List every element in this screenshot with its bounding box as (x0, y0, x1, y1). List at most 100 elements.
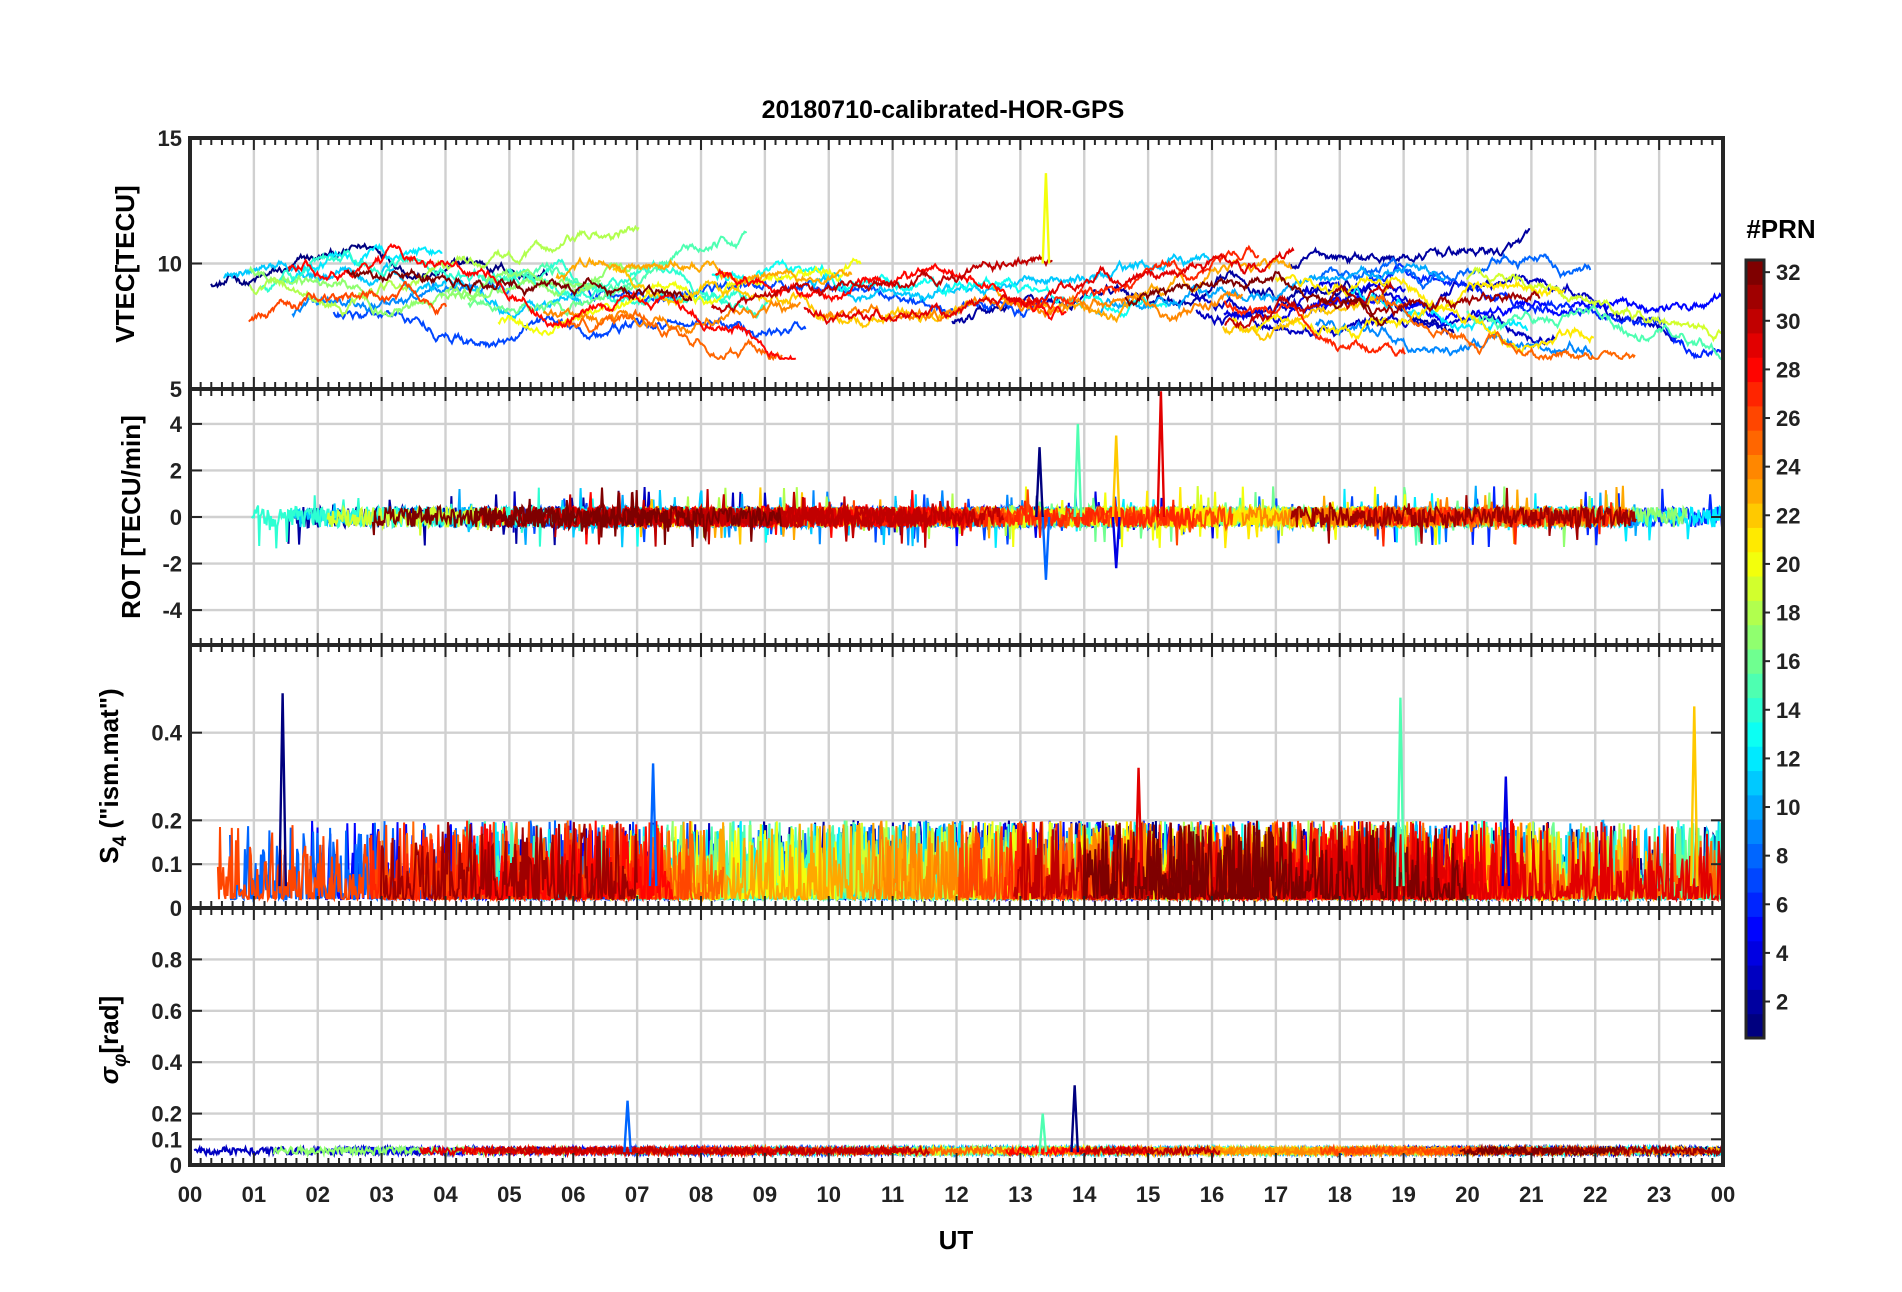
series-line-prn (248, 280, 448, 323)
sigma-phi-panel: 00.10.2 0.4 0.6 0.8 σφ[rad] (94, 906, 1725, 1178)
colorbar-tick-label: 18 (1776, 601, 1800, 626)
series-peak (1035, 447, 1044, 518)
x-tick-label: 20 (1455, 1182, 1479, 1207)
x-tick-label: 07 (625, 1182, 649, 1207)
y-tick-label: 5 (170, 377, 182, 402)
colorbar-tick-label: 8 (1776, 844, 1788, 869)
series-peak (1396, 697, 1405, 887)
y-tick-label: 0.1 (151, 1127, 182, 1152)
colorbar-band (1746, 381, 1764, 407)
colorbar-band (1746, 649, 1764, 674)
series-peak (1041, 173, 1051, 264)
series-line-prn (557, 308, 783, 362)
x-tick-labels: 00 01 02 03 04 05 06 07 08 09 10 11 12 13 14 15 16 17 18 19… (178, 1182, 1735, 1207)
series-peak (648, 763, 658, 887)
colorbar-tick-label: 2 (1776, 990, 1788, 1015)
x-tick-label: 00 (178, 1182, 202, 1207)
series-peak (1041, 516, 1051, 580)
colorbar-frame (1744, 258, 1766, 1040)
colorbar-band (1746, 843, 1764, 869)
colorbar-band (1746, 940, 1764, 966)
series-line-prn (222, 259, 583, 321)
series-peak (1156, 391, 1166, 518)
series-peak (1070, 1085, 1080, 1153)
series-line-prn (1368, 262, 1724, 360)
y-tick-label: -4 (162, 598, 182, 623)
series-line-prn (444, 267, 602, 301)
series-line-prn (332, 307, 807, 349)
colorbar-band (1746, 551, 1764, 577)
series-line-prn (1224, 280, 1395, 330)
x-tick-label: 05 (497, 1182, 521, 1207)
series-peak (1501, 776, 1511, 887)
colorbar-band (1746, 746, 1764, 772)
series-peak (1134, 767, 1143, 887)
y-tick-label: 15 (158, 126, 182, 151)
series-line-prn (1231, 279, 1566, 342)
series-line-prn (276, 242, 443, 285)
x-tick-label: 22 (1583, 1182, 1607, 1207)
series-peak (1111, 516, 1121, 569)
colorbar-tick-label: 26 (1776, 406, 1800, 431)
series-peak (623, 1100, 632, 1153)
colorbar-band (1746, 673, 1764, 699)
y-tick-label: 10 (158, 252, 182, 277)
x-tick-label: 18 (1328, 1182, 1352, 1207)
colorbar-band (1746, 916, 1764, 942)
series-line-prn (1166, 820, 1449, 903)
series-line-prn (1459, 1143, 1620, 1159)
colorbar-band (1746, 624, 1764, 650)
series-line-prn (555, 256, 853, 286)
colorbar-band (1746, 697, 1764, 723)
y-tick-label: 0 (170, 896, 182, 921)
series-line-prn (1290, 487, 1637, 544)
s4-panel: 0 0.1 0.2 0.4 S4 ("ism.mat") (94, 643, 1725, 921)
colorbar-band (1746, 503, 1764, 528)
series-line-prn (248, 224, 640, 318)
colorbar-tick-label: 12 (1776, 746, 1800, 771)
colorbar-tick-label: 10 (1776, 795, 1800, 820)
colorbar-band (1746, 454, 1764, 480)
y-tick-label: -2 (162, 552, 182, 577)
colorbar-tick-label: 20 (1776, 552, 1800, 577)
series-line-prn (497, 257, 862, 337)
colorbar-tick-label: 14 (1776, 698, 1801, 723)
series-line-prn (379, 821, 638, 903)
x-tick-label: 03 (369, 1182, 393, 1207)
x-tick-label: 00 (1711, 1182, 1735, 1207)
colorbar-tick-label: 6 (1776, 892, 1788, 917)
y-tick-label: 0.6 (151, 999, 182, 1024)
series-line-prn (710, 254, 1053, 314)
x-axis-label: UT (939, 1225, 974, 1255)
y-tick-label: 0.8 (151, 947, 182, 972)
x-tick-label: 11 (881, 1182, 904, 1207)
series-line-prn (346, 267, 693, 302)
colorbar-band (1746, 284, 1764, 310)
x-tick-label: 04 (433, 1182, 458, 1207)
figure-title: 20180710-calibrated-HOR-GPS (762, 96, 1125, 124)
series-line-prn (1079, 1144, 1221, 1159)
vtec-ylabel: VTEC[TECU] (110, 185, 140, 342)
x-tick-label: 23 (1647, 1182, 1671, 1207)
colorbar-band (1746, 308, 1764, 334)
x-tick-label: 15 (1136, 1182, 1160, 1207)
x-tick-label: 16 (1200, 1182, 1224, 1207)
series-line-prn (484, 1143, 931, 1159)
series-line-prn (210, 242, 549, 289)
colorbar-tick-label: 32 (1776, 260, 1800, 285)
colorbar-band (1746, 332, 1764, 358)
x-tick-label: 08 (689, 1182, 713, 1207)
y-tick-label: 0.4 (151, 721, 182, 746)
series-peak (1111, 435, 1121, 518)
x-tick-label: 21 (1519, 1182, 1543, 1207)
colorbar-band (1746, 770, 1764, 796)
colorbar-band (1746, 794, 1764, 820)
colorbar-band (1746, 892, 1764, 917)
y-tick-label: 0.1 (151, 852, 182, 877)
y-tick-label: 0.2 (151, 1102, 182, 1127)
x-tick-label: 14 (1072, 1182, 1097, 1207)
colorbar-band (1746, 576, 1764, 601)
series-line-prn (1124, 270, 1389, 327)
series-line-prn (992, 255, 1293, 324)
